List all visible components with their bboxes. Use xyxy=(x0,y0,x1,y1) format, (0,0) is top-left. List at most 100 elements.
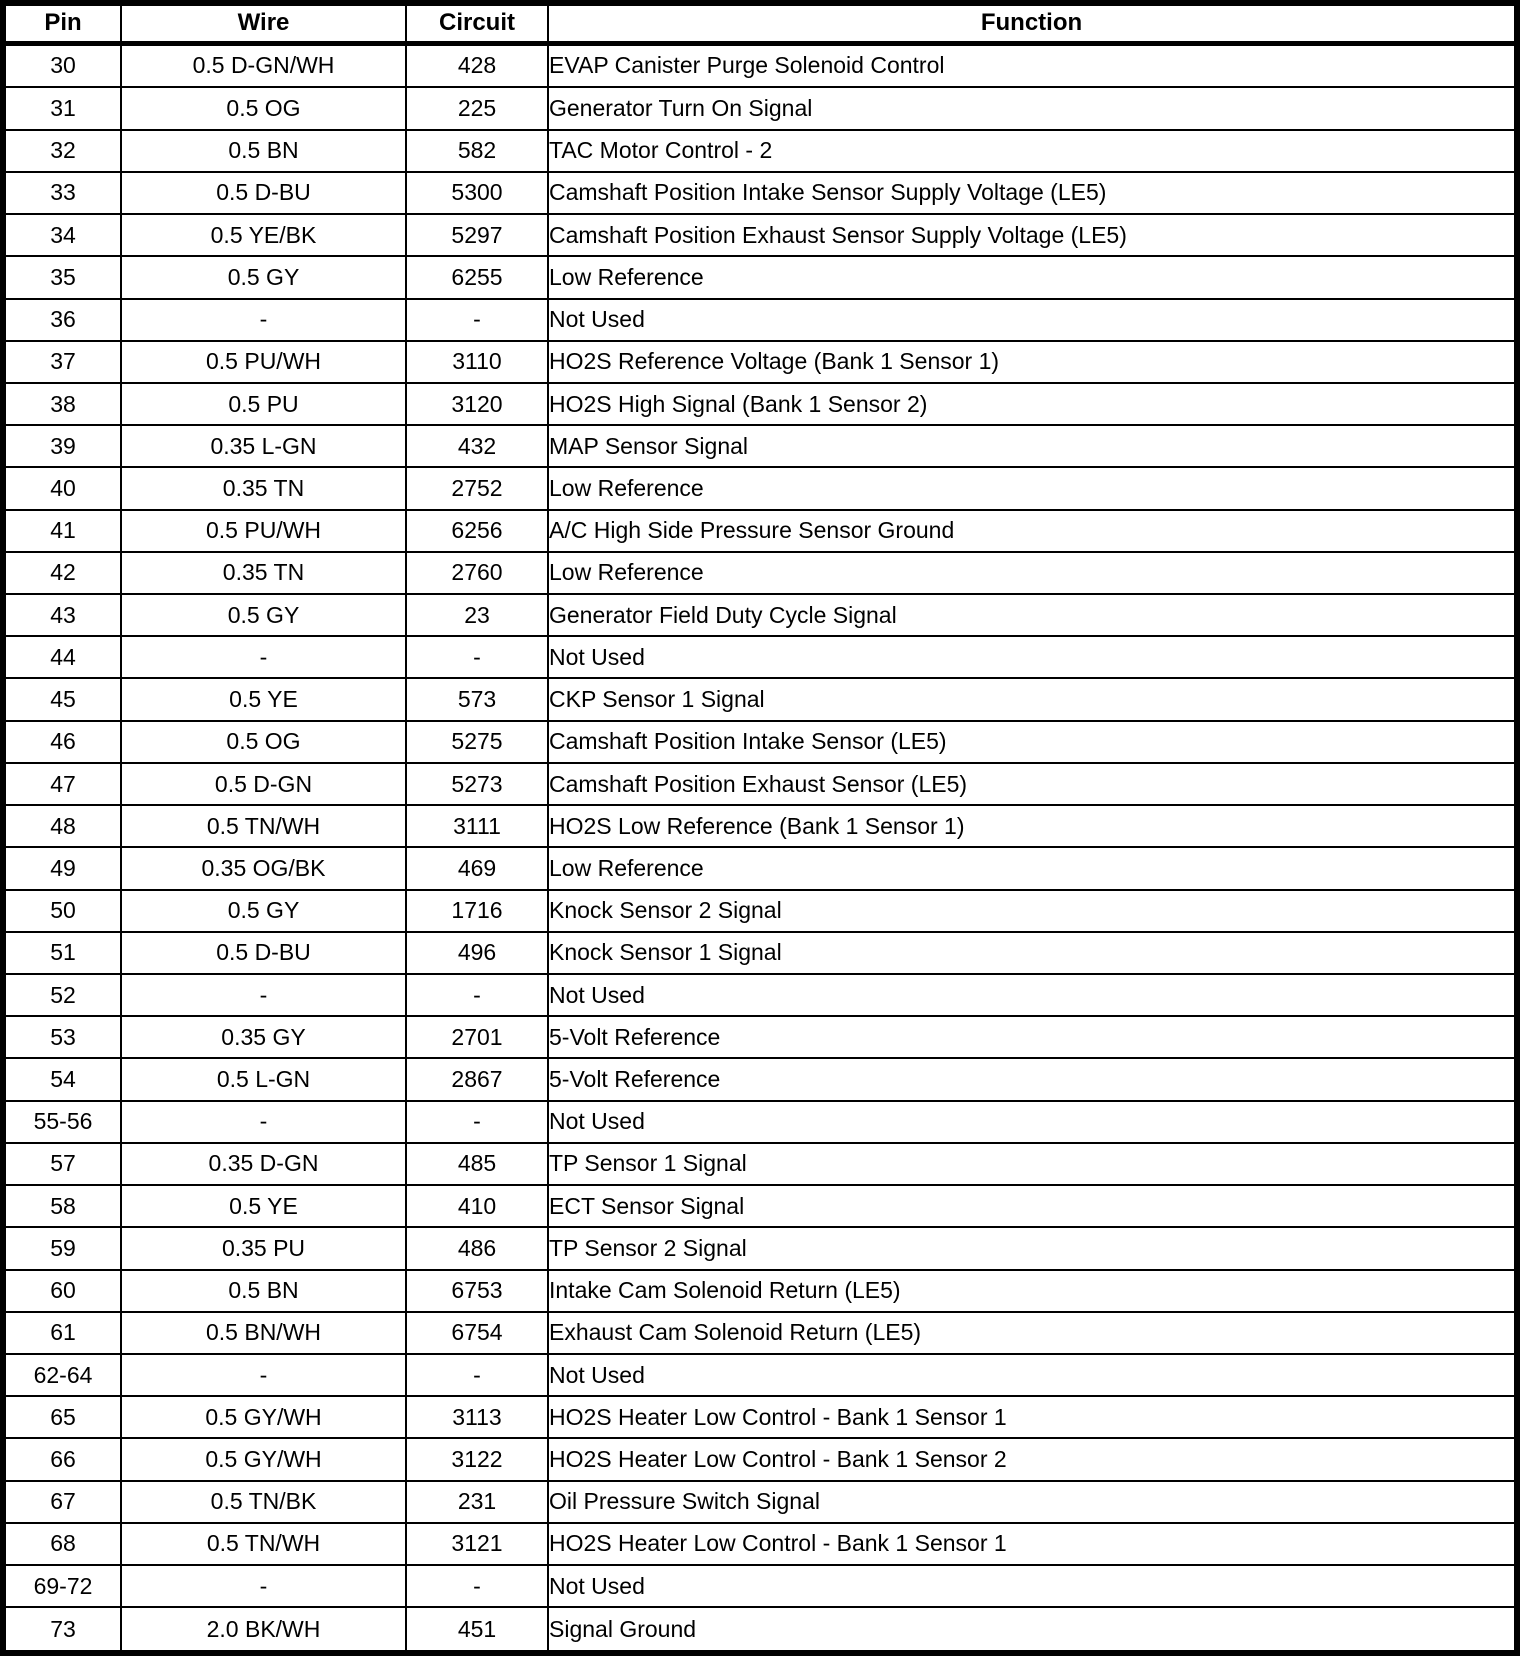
function-cell: Knock Sensor 1 Signal xyxy=(547,930,1518,976)
pin-cell: 50 xyxy=(2,888,122,933)
table-row: 34 0.5 YE/BK 5297 Camshaft Position Exha… xyxy=(2,213,1518,258)
function-cell: 5-Volt Reference xyxy=(547,1057,1518,1102)
table-row: 47 0.5 D-GN 5273 Camshaft Position Exhau… xyxy=(2,761,1518,807)
table-row: 53 0.35 GY 2701 5-Volt Reference xyxy=(2,1015,1518,1060)
table-row: 41 0.5 PU/WH 6256 A/C High Side Pressure… xyxy=(2,508,1518,553)
circuit-cell: 6753 xyxy=(405,1268,549,1313)
table-row: 69-72 - - Not Used xyxy=(2,1564,1518,1609)
wire-cell: 0.5 OG xyxy=(120,86,407,131)
wire-cell: 0.5 TN/BK xyxy=(120,1479,407,1524)
table-row: 43 0.5 GY 23 Generator Field Duty Cycle … xyxy=(2,593,1518,638)
circuit-cell: 5275 xyxy=(405,719,549,764)
wire-cell: 0.5 PU/WH xyxy=(120,508,407,553)
wire-cell: 0.35 D-GN xyxy=(120,1141,407,1187)
function-cell: Low Reference xyxy=(547,550,1518,596)
circuit-cell: 485 xyxy=(405,1141,549,1187)
circuit-cell: 225 xyxy=(405,86,549,131)
function-cell: Low Reference xyxy=(547,466,1518,511)
pin-cell: 55-56 xyxy=(2,1099,122,1144)
function-cell: MAP Sensor Signal xyxy=(547,424,1518,469)
function-cell: Not Used xyxy=(547,297,1518,342)
pin-cell: 36 xyxy=(2,297,122,342)
circuit-cell: 496 xyxy=(405,930,549,976)
function-cell: HO2S Heater Low Control - Bank 1 Sensor … xyxy=(547,1521,1518,1567)
function-cell: Not Used xyxy=(547,1352,1518,1398)
pin-cell: 45 xyxy=(2,677,122,722)
pin-cell: 53 xyxy=(2,1015,122,1060)
table-row: 54 0.5 L-GN 2867 5-Volt Reference xyxy=(2,1057,1518,1102)
wire-cell: 0.35 GY xyxy=(120,1015,407,1060)
wire-cell: - xyxy=(120,1099,407,1144)
pin-cell: 66 xyxy=(2,1437,122,1482)
table-row: 48 0.5 TN/WH 3111 HO2S Low Reference (Ba… xyxy=(2,804,1518,849)
function-cell: Low Reference xyxy=(547,255,1518,300)
pin-cell: 61 xyxy=(2,1310,122,1355)
pin-cell: 68 xyxy=(2,1521,122,1567)
pin-cell: 30 xyxy=(2,41,122,89)
function-cell: 5-Volt Reference xyxy=(547,1015,1518,1060)
wire-cell: 0.35 TN xyxy=(120,466,407,511)
circuit-cell: - xyxy=(405,297,549,342)
function-cell: HO2S Reference Voltage (Bank 1 Sensor 1) xyxy=(547,339,1518,384)
table-row: 57 0.35 D-GN 485 TP Sensor 1 Signal xyxy=(2,1141,1518,1187)
pin-cell: 59 xyxy=(2,1226,122,1271)
circuit-cell: 469 xyxy=(405,846,549,891)
circuit-cell: - xyxy=(405,972,549,1018)
column-header-pin: Pin xyxy=(2,2,122,46)
circuit-cell: 410 xyxy=(405,1184,549,1229)
function-cell: ECT Sensor Signal xyxy=(547,1184,1518,1229)
circuit-cell: 5297 xyxy=(405,213,549,258)
pin-cell: 43 xyxy=(2,593,122,638)
table-row: 62-64 - - Not Used xyxy=(2,1352,1518,1398)
circuit-cell: 428 xyxy=(405,41,549,89)
function-cell: Generator Field Duty Cycle Signal xyxy=(547,593,1518,638)
circuit-cell: 5273 xyxy=(405,761,549,807)
circuit-cell: 582 xyxy=(405,128,549,173)
circuit-cell: 2701 xyxy=(405,1015,549,1060)
function-cell: TP Sensor 2 Signal xyxy=(547,1226,1518,1271)
function-cell: Camshaft Position Exhaust Sensor Supply … xyxy=(547,213,1518,258)
pin-cell: 33 xyxy=(2,170,122,216)
wire-cell: - xyxy=(120,972,407,1018)
pin-cell: 49 xyxy=(2,846,122,891)
function-cell: Low Reference xyxy=(547,846,1518,891)
wire-cell: 0.5 BN xyxy=(120,1268,407,1313)
pin-cell: 39 xyxy=(2,424,122,469)
function-cell: Not Used xyxy=(547,1564,1518,1609)
table-row: 37 0.5 PU/WH 3110 HO2S Reference Voltage… xyxy=(2,339,1518,384)
pin-cell: 62-64 xyxy=(2,1352,122,1398)
wire-cell: 0.5 TN/WH xyxy=(120,804,407,849)
table-row: 58 0.5 YE 410 ECT Sensor Signal xyxy=(2,1184,1518,1229)
table-row: 73 2.0 BK/WH 451 Signal Ground xyxy=(2,1606,1518,1654)
column-header-function: Function xyxy=(547,2,1518,46)
pin-cell: 51 xyxy=(2,930,122,976)
pin-cell: 60 xyxy=(2,1268,122,1313)
table-row: 33 0.5 D-BU 5300 Camshaft Position Intak… xyxy=(2,170,1518,216)
circuit-cell: 5300 xyxy=(405,170,549,216)
function-cell: Generator Turn On Signal xyxy=(547,86,1518,131)
circuit-cell: 231 xyxy=(405,1479,549,1524)
function-cell: EVAP Canister Purge Solenoid Control xyxy=(547,41,1518,89)
pin-cell: 73 xyxy=(2,1606,122,1654)
circuit-cell: 3111 xyxy=(405,804,549,849)
wire-cell: 0.5 TN/WH xyxy=(120,1521,407,1567)
circuit-cell: 486 xyxy=(405,1226,549,1271)
table-row: 44 - - Not Used xyxy=(2,635,1518,680)
pin-cell: 48 xyxy=(2,804,122,849)
wire-cell: 0.5 BN xyxy=(120,128,407,173)
table-row: 46 0.5 OG 5275 Camshaft Position Intake … xyxy=(2,719,1518,764)
function-cell: Exhaust Cam Solenoid Return (LE5) xyxy=(547,1310,1518,1355)
pin-cell: 44 xyxy=(2,635,122,680)
function-cell: Camshaft Position Intake Sensor (LE5) xyxy=(547,719,1518,764)
wire-cell: - xyxy=(120,1564,407,1609)
wire-cell: 0.35 PU xyxy=(120,1226,407,1271)
function-cell: TP Sensor 1 Signal xyxy=(547,1141,1518,1187)
circuit-cell: 2752 xyxy=(405,466,549,511)
wire-cell: 0.5 D-GN/WH xyxy=(120,41,407,89)
function-cell: HO2S Heater Low Control - Bank 1 Sensor … xyxy=(547,1437,1518,1482)
table-row: 36 - - Not Used xyxy=(2,297,1518,342)
function-cell: CKP Sensor 1 Signal xyxy=(547,677,1518,722)
table-row: 39 0.35 L-GN 432 MAP Sensor Signal xyxy=(2,424,1518,469)
header-row: Pin Wire Circuit Function xyxy=(2,2,1518,46)
pin-cell: 54 xyxy=(2,1057,122,1102)
